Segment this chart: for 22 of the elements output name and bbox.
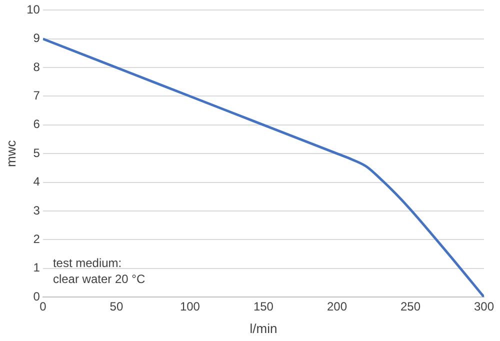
y-tick-label: 2 bbox=[33, 232, 40, 246]
line-series bbox=[42, 38, 484, 297]
x-tick-label: 200 bbox=[326, 300, 348, 314]
y-axis-title: mwc bbox=[3, 140, 18, 167]
annotation: test medium: bbox=[52, 256, 122, 270]
x-tick-label: 100 bbox=[180, 300, 200, 314]
y-tick-label: 6 bbox=[33, 117, 40, 132]
y-tick-label: 1 bbox=[33, 260, 40, 275]
annotation: clear water 20 °C bbox=[52, 272, 146, 286]
x-tick-label: 250 bbox=[400, 300, 421, 314]
x-axis-title: l/min bbox=[250, 320, 278, 336]
y-tick-label: 0 bbox=[33, 289, 40, 304]
y-tick-label: 7 bbox=[33, 88, 40, 103]
y-tick-label: 9 bbox=[33, 31, 40, 46]
y-tick-label: 5 bbox=[33, 146, 40, 160]
x-tick-label: 150 bbox=[253, 300, 274, 314]
x-tick-label: 300 bbox=[474, 300, 494, 314]
y-tick-label: 10 bbox=[26, 2, 40, 17]
y-tick-label: 3 bbox=[33, 203, 40, 218]
x-tick-label: 50 bbox=[110, 300, 124, 314]
y-tick-label: 8 bbox=[33, 60, 40, 74]
y-tick-label: 4 bbox=[33, 174, 40, 189]
